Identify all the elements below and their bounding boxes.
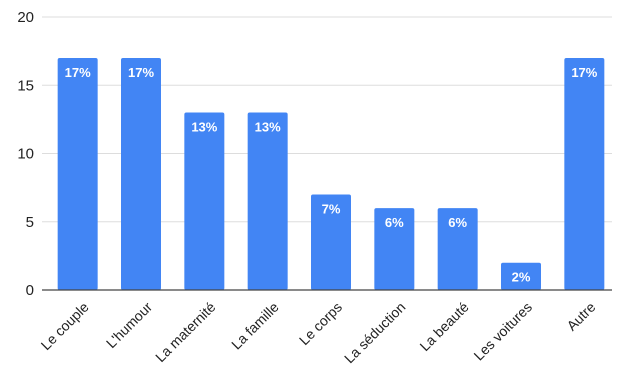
bar-data-label: 17% bbox=[571, 65, 597, 80]
bar bbox=[501, 262, 541, 290]
bar bbox=[374, 208, 415, 290]
y-axis-ticks: 0 5 10 15 20 bbox=[17, 9, 34, 299]
bar-data-label: 7% bbox=[322, 201, 341, 216]
x-tick-label: La séduction bbox=[341, 299, 408, 366]
bar bbox=[247, 112, 288, 290]
bar bbox=[564, 57, 605, 291]
bar-data-label: 6% bbox=[448, 215, 467, 230]
bar-data-label: 17% bbox=[65, 65, 91, 80]
bar-data-label: 13% bbox=[191, 120, 217, 135]
x-tick-label: Le corps bbox=[296, 299, 345, 348]
y-tick-label: 10 bbox=[17, 146, 34, 163]
bar bbox=[57, 57, 98, 291]
bar-data-label: 17% bbox=[128, 65, 154, 80]
bar bbox=[311, 194, 351, 290]
bar-data-label: 2% bbox=[512, 270, 531, 285]
bars bbox=[57, 57, 605, 291]
bar bbox=[121, 57, 161, 291]
x-tick-label: La maternité bbox=[152, 299, 218, 365]
data-labels: 17% 17% 13% 13% 7% 6% 6% 2% 17% bbox=[65, 65, 598, 285]
bar bbox=[437, 208, 478, 290]
x-tick-label: Autre bbox=[563, 299, 598, 334]
x-tick-label: L'humour bbox=[103, 299, 156, 352]
x-tick-label: La beauté bbox=[416, 299, 472, 355]
bar-data-label: 13% bbox=[255, 120, 281, 135]
y-tick-label: 0 bbox=[26, 282, 34, 299]
x-tick-label: Le couple bbox=[38, 299, 92, 353]
y-tick-label: 20 bbox=[17, 9, 34, 26]
bar-data-label: 6% bbox=[385, 215, 404, 230]
y-tick-label: 15 bbox=[17, 77, 34, 94]
x-tick-label: Les voitures bbox=[470, 299, 535, 364]
y-tick-label: 5 bbox=[26, 214, 34, 231]
bar bbox=[184, 112, 225, 290]
x-tick-label: La famille bbox=[228, 299, 282, 353]
